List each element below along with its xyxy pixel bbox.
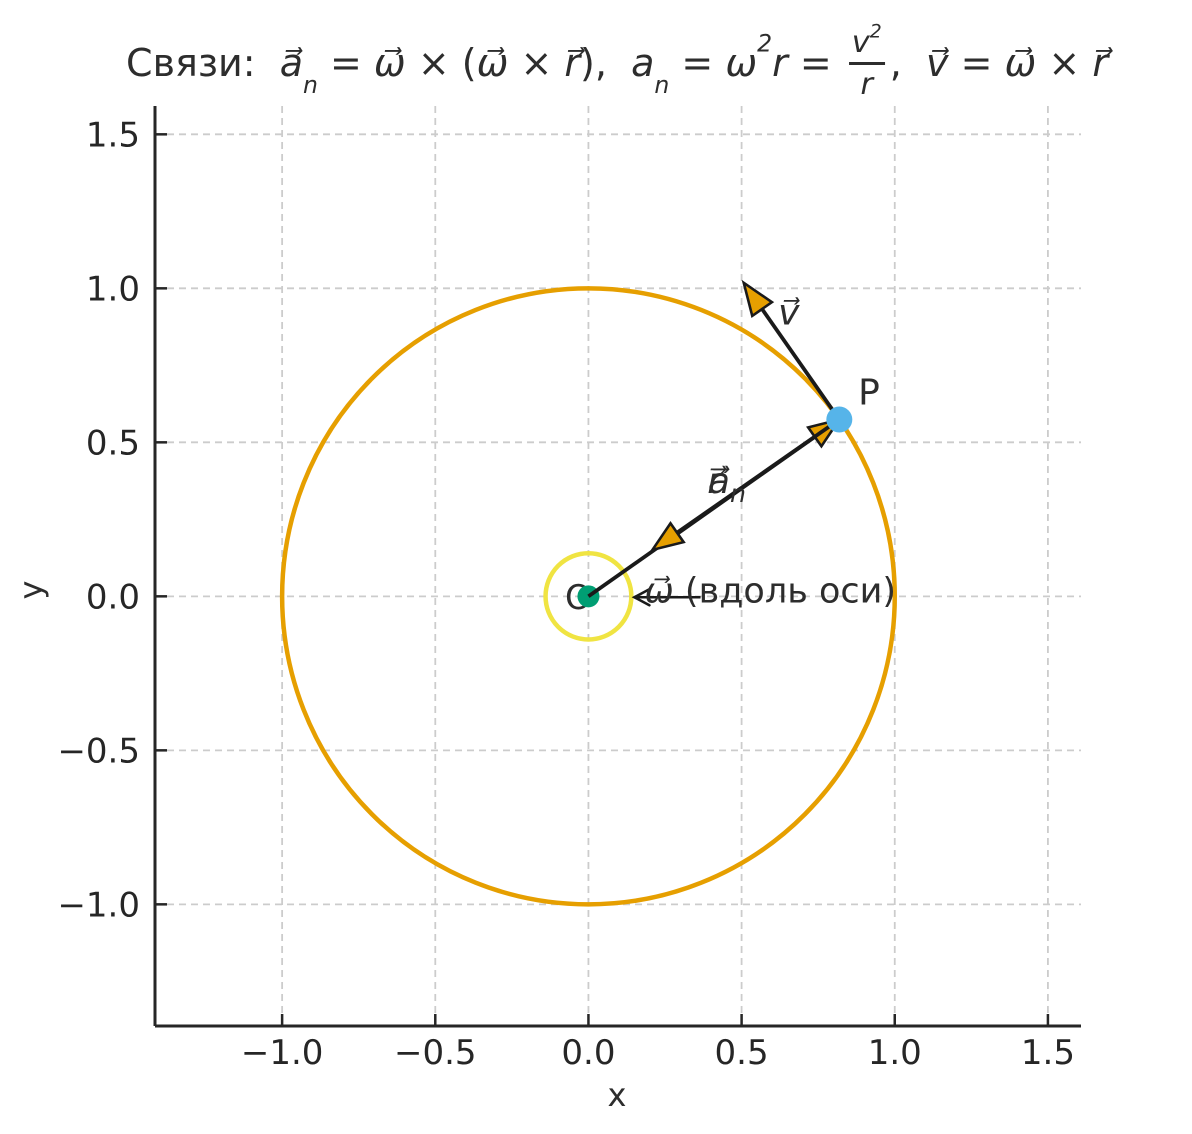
x-tick-label: 1.0: [868, 1033, 922, 1073]
title-segment: ×: [508, 41, 565, 86]
x-tick-label: −1.0: [241, 1033, 324, 1073]
title-segment: n: [654, 71, 670, 100]
title-segment: ω⃗: [476, 41, 509, 86]
title-segment: =: [317, 41, 374, 86]
x-tick-label: −0.5: [394, 1033, 477, 1073]
x-tick-label: 0.5: [715, 1033, 769, 1073]
omega-axis-circle: [543, 550, 634, 642]
axes-layer: −1.0 −0.5 0.0 0.5 1.0 1.5 −1.0 −0.5 0.0 0.5 1.0 1.5: [57, 106, 1081, 1073]
title-segment: ,: [889, 41, 927, 86]
label-omega-suffix: (вдоль оси): [674, 572, 896, 612]
fraction-numerator-exponent: 2: [869, 21, 882, 43]
y-tick-label: 0.0: [86, 577, 140, 617]
title-segment: =: [787, 41, 844, 86]
x-axis-label: x: [608, 1076, 627, 1114]
title-segment: n: [302, 71, 318, 100]
title-segment: ω⃗: [1004, 41, 1037, 86]
y-tick-label: 0.5: [86, 423, 140, 463]
omega-annotation-arrow-head: [631, 587, 651, 607]
point-P: [826, 406, 853, 433]
trajectory-circle: [279, 286, 898, 907]
y-tick-label: −1.0: [57, 885, 140, 925]
title-segment: =: [948, 41, 1005, 86]
x-tick-label: 1.5: [1021, 1033, 1075, 1073]
an-vector-arrow: [649, 417, 841, 552]
y-tick-label: 1.0: [86, 269, 140, 309]
title-segment: =: [669, 41, 726, 86]
title-segment: v⃗: [926, 41, 949, 86]
label-P: P: [858, 373, 880, 414]
title-segment: ),: [580, 41, 632, 86]
omega-annotation-arrow: [631, 587, 701, 607]
title-segment: Связи:: [126, 41, 280, 86]
title-segment: 2: [757, 29, 773, 58]
title-segment: ×: [1036, 41, 1093, 86]
label-omega: ω⃗ (вдоль оси): [644, 572, 896, 612]
label-v: v⃗: [778, 292, 801, 333]
label-an-subscript: n: [730, 479, 746, 508]
title-segment: r⃗: [1092, 41, 1108, 86]
y-tick-label: −0.5: [57, 731, 140, 771]
x-tick-label: 0.0: [561, 1033, 615, 1073]
fraction-denominator: r: [860, 67, 874, 103]
an-vector-arrow-head: [649, 520, 686, 552]
fraction-bar: [848, 62, 885, 66]
data-layer: OPv⃗r⃗a⃗nω⃗ (вдоль оси): [279, 279, 898, 907]
y-axis-label: y: [12, 581, 50, 600]
title-segment: ω: [725, 41, 758, 86]
title-segment: r⃗: [564, 41, 581, 86]
title-segment: a: [631, 41, 655, 86]
title-segment: r: [772, 41, 788, 86]
y-tick-label: 1.5: [86, 115, 140, 155]
v-vector-arrow-shaft: [758, 304, 841, 421]
title-segment: ω⃗: [373, 41, 406, 86]
label-an: a⃗n: [708, 461, 746, 508]
v-vector-arrow-head: [741, 279, 775, 319]
an-vector-arrow-shaft: [672, 417, 841, 537]
title-segment: a⃗: [279, 41, 303, 86]
v-vector-arrow: [741, 279, 841, 421]
title-segment: × (: [405, 41, 477, 86]
